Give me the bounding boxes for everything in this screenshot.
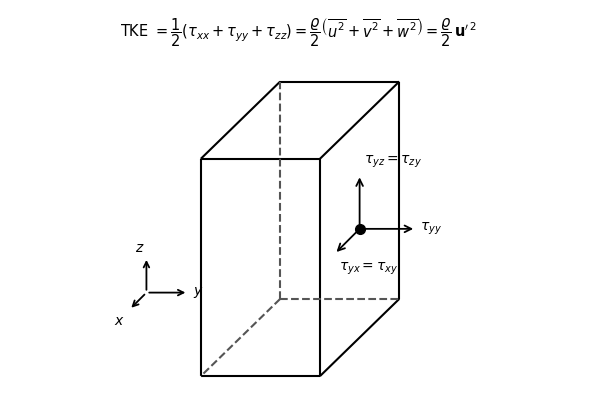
Text: $z$: $z$	[135, 241, 145, 255]
Text: $x$: $x$	[114, 314, 125, 328]
Text: $y$: $y$	[193, 285, 204, 300]
Text: $\tau_{yz} = \tau_{zy}$: $\tau_{yz} = \tau_{zy}$	[364, 154, 422, 171]
Text: TKE $= \dfrac{1}{2}(\tau_{xx} + \tau_{yy} + \tau_{zz}) = \dfrac{\varrho}{2}\left: TKE $= \dfrac{1}{2}(\tau_{xx} + \tau_{yy…	[120, 17, 478, 49]
Text: $\tau_{yx} = \tau_{xy}$: $\tau_{yx} = \tau_{xy}$	[338, 260, 398, 277]
Text: $\tau_{yy}$: $\tau_{yy}$	[420, 221, 442, 237]
